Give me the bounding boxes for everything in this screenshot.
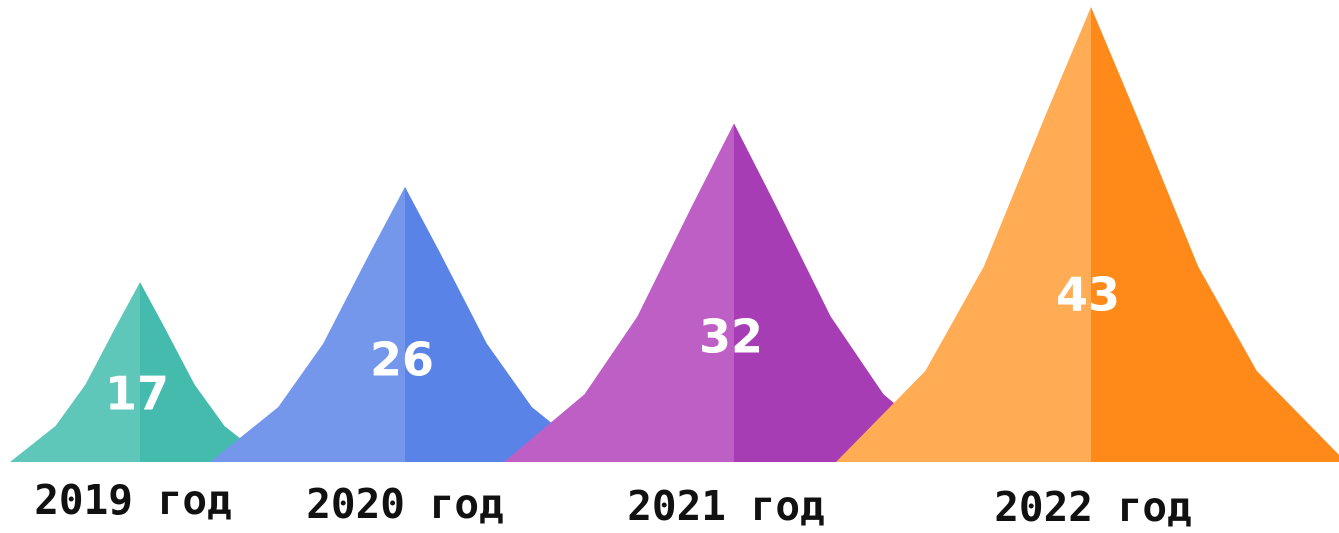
value-label: 32 [699, 310, 763, 364]
value-label: 26 [370, 332, 434, 386]
category-label: 2021 год [627, 482, 824, 530]
category-label: 2020 год [306, 480, 503, 528]
peak-left-face [210, 186, 405, 462]
value-label: 43 [1056, 268, 1120, 322]
category-label: 2022 год [994, 483, 1191, 531]
peak-left-face [504, 123, 734, 463]
peak-2020 [210, 186, 600, 462]
peak-2021 [504, 123, 964, 463]
peak-right-face [1091, 7, 1339, 462]
peak-2022 [836, 7, 1339, 462]
peak-right-face [405, 186, 600, 462]
peak-left-face [836, 7, 1091, 462]
category-label: 2019 год [34, 476, 231, 524]
peak-left-face [10, 282, 140, 462]
peak-2019 [10, 282, 270, 462]
peak-right-face [734, 123, 964, 463]
value-label: 17 [105, 367, 169, 421]
peak-right-face [140, 282, 270, 462]
